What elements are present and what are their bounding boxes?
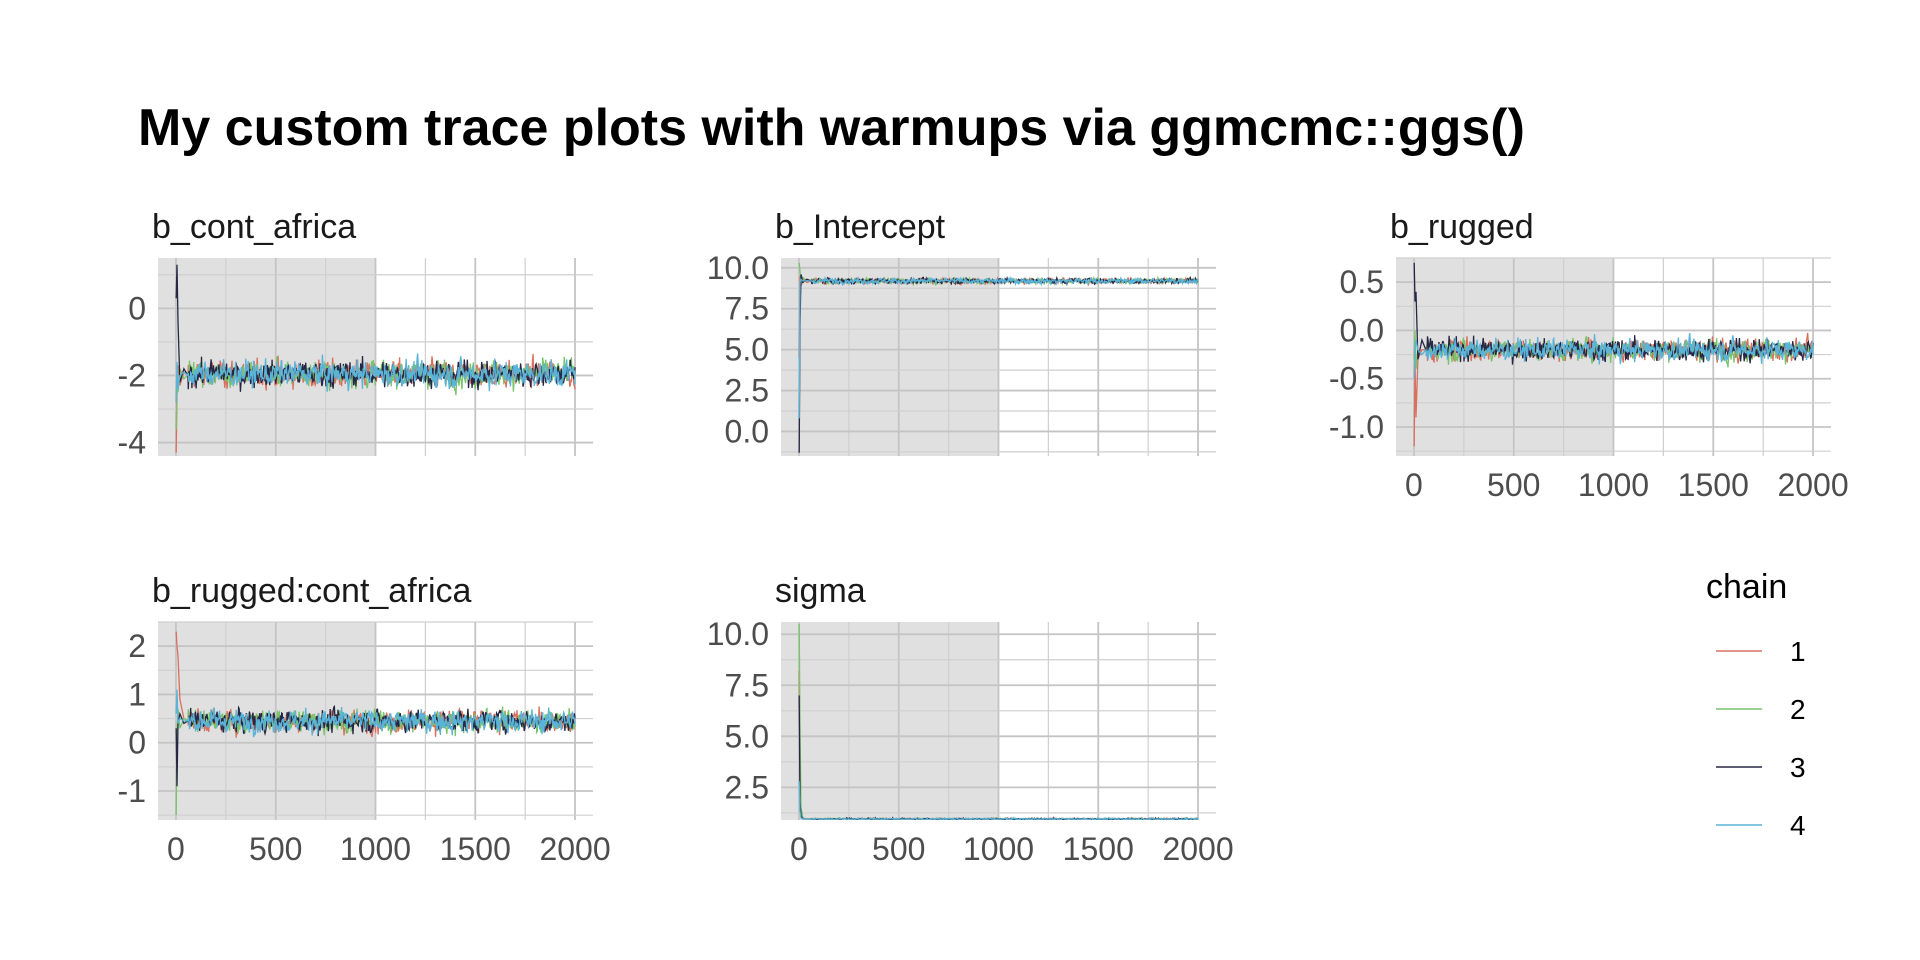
warmup-region <box>781 622 999 820</box>
trace-line-chain-4 <box>175 689 576 738</box>
y-tick-label: 0.0 <box>725 413 769 449</box>
legend-label: 4 <box>1790 810 1806 841</box>
y-tick-label: 10.0 <box>707 250 769 286</box>
y-tick-label: -2 <box>118 357 146 393</box>
x-tick-label: 1500 <box>1678 467 1749 503</box>
panel-strip-label: sigma <box>775 572 866 610</box>
x-tick-label: 500 <box>249 831 302 867</box>
panel-strip-label: b_cont_africa <box>152 208 356 246</box>
trace-line-chain-4 <box>175 353 576 403</box>
warmup-region <box>781 258 999 456</box>
legend-label: 3 <box>1790 752 1806 783</box>
y-tick-label: 5.0 <box>725 332 769 368</box>
figure-title: My custom trace plots with warmups via g… <box>138 99 1525 157</box>
x-tick-label: 0 <box>790 831 808 867</box>
x-tick-label: 0 <box>1405 467 1423 503</box>
panel-strip-label: b_Intercept <box>775 208 946 246</box>
panel-strip-label: b_rugged <box>1390 208 1534 246</box>
y-tick-label: -1 <box>118 773 146 809</box>
y-tick-label: 0.5 <box>1340 264 1384 300</box>
x-tick-label: 500 <box>1487 467 1540 503</box>
x-tick-label: 500 <box>872 831 925 867</box>
panel-sigma: sigma 2.5 5.0 7.5 10.0 0 500 1000 1500 2000 <box>707 572 1234 867</box>
y-tick-label: 10.0 <box>707 616 769 652</box>
legend-label: 1 <box>1790 636 1806 667</box>
y-tick-label: 7.5 <box>725 667 769 703</box>
legend-label: 2 <box>1790 694 1806 725</box>
x-tick-label: 1500 <box>1063 831 1134 867</box>
x-tick-label: 1000 <box>963 831 1034 867</box>
x-tick-label: 2000 <box>1162 831 1233 867</box>
legend-title: chain <box>1706 568 1787 606</box>
panel-b-cont-africa: b_cont_africa 0 -2 -4 <box>118 208 593 461</box>
y-tick-label: -0.5 <box>1329 361 1384 397</box>
y-tick-label: -4 <box>118 425 146 461</box>
y-tick-label: 2.5 <box>725 373 769 409</box>
y-tick-label: 0.0 <box>1340 312 1384 348</box>
panel-strip-label: b_rugged:cont_africa <box>152 572 472 610</box>
warmup-region <box>158 258 376 456</box>
trace-line-chain-4 <box>1413 333 1814 379</box>
x-tick-label: 0 <box>167 831 185 867</box>
y-tick-label: 1 <box>128 676 146 712</box>
x-tick-label: 2000 <box>539 831 610 867</box>
trace-line-chain-4 <box>798 275 1199 419</box>
x-tick-label: 1000 <box>1578 467 1649 503</box>
y-tick-label: 2.5 <box>725 769 769 805</box>
y-tick-label: 0 <box>128 290 146 326</box>
y-tick-label: -1.0 <box>1329 409 1384 445</box>
panel-b-intercept: b_Intercept 0.0 2.5 5.0 7.5 10.0 <box>707 208 1216 456</box>
x-tick-label: 1500 <box>440 831 511 867</box>
y-tick-label: 2 <box>128 628 146 664</box>
x-tick-label: 1000 <box>340 831 411 867</box>
x-tick-label: 2000 <box>1777 467 1848 503</box>
y-tick-label: 5.0 <box>725 718 769 754</box>
trace-line-chain-4 <box>798 781 1199 820</box>
y-tick-label: 7.5 <box>725 291 769 327</box>
y-tick-label: 0 <box>128 725 146 761</box>
